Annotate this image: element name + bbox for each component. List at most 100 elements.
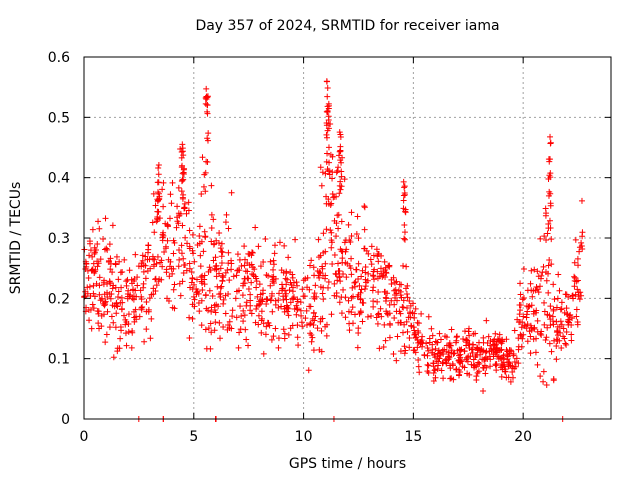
data-point bbox=[95, 308, 102, 315]
data-point bbox=[415, 356, 422, 363]
data-point bbox=[165, 297, 172, 304]
data-point bbox=[118, 306, 125, 313]
data-point bbox=[306, 286, 313, 293]
data-point bbox=[210, 216, 217, 223]
data-point bbox=[348, 255, 355, 262]
data-point bbox=[341, 176, 348, 183]
data-point bbox=[476, 346, 483, 353]
data-point bbox=[206, 264, 213, 271]
data-point bbox=[108, 313, 115, 320]
data-point bbox=[142, 262, 149, 269]
data-point bbox=[269, 308, 276, 315]
data-point bbox=[401, 321, 408, 328]
data-point bbox=[129, 328, 136, 335]
data-point bbox=[348, 233, 355, 240]
data-point bbox=[319, 315, 326, 322]
data-point bbox=[537, 373, 544, 380]
data-point bbox=[211, 327, 218, 334]
data-point bbox=[243, 302, 250, 309]
data-point bbox=[474, 347, 481, 354]
data-point bbox=[352, 278, 359, 285]
data-point bbox=[546, 312, 553, 319]
data-point bbox=[232, 295, 239, 302]
data-point bbox=[116, 345, 123, 352]
data-point bbox=[131, 318, 138, 325]
data-point bbox=[550, 281, 557, 288]
data-point bbox=[509, 369, 516, 376]
data-point bbox=[466, 332, 473, 339]
data-point bbox=[256, 302, 262, 309]
data-point bbox=[342, 259, 349, 266]
data-point bbox=[218, 240, 225, 247]
data-point bbox=[432, 366, 439, 373]
data-point bbox=[202, 188, 209, 195]
data-point bbox=[436, 349, 443, 356]
data-point bbox=[331, 252, 338, 259]
data-point bbox=[375, 289, 382, 296]
data-point-peak bbox=[154, 196, 161, 203]
data-point bbox=[310, 264, 317, 271]
data-point bbox=[579, 246, 586, 253]
data-point bbox=[243, 299, 250, 306]
data-point bbox=[563, 328, 570, 335]
data-point bbox=[97, 297, 104, 304]
data-point bbox=[99, 295, 106, 302]
data-point bbox=[515, 360, 522, 367]
data-point bbox=[100, 311, 107, 318]
data-point bbox=[365, 250, 372, 257]
data-point bbox=[201, 281, 208, 288]
data-point bbox=[228, 189, 235, 196]
data-point bbox=[96, 291, 103, 298]
data-point bbox=[328, 229, 335, 236]
data-point bbox=[382, 294, 389, 301]
data-point-peak bbox=[547, 190, 554, 197]
data-point bbox=[222, 269, 229, 276]
data-point bbox=[104, 289, 111, 296]
data-point bbox=[238, 312, 245, 319]
data-point bbox=[200, 248, 207, 255]
data-point bbox=[193, 276, 200, 283]
data-point bbox=[545, 270, 552, 277]
data-point bbox=[197, 263, 204, 270]
data-point bbox=[297, 299, 304, 306]
data-point bbox=[142, 253, 149, 260]
data-point bbox=[443, 348, 450, 355]
data-point bbox=[362, 269, 369, 276]
data-point bbox=[576, 296, 583, 303]
data-point-peak bbox=[179, 148, 186, 155]
data-point bbox=[198, 191, 205, 198]
grid-lines bbox=[84, 57, 611, 419]
data-point bbox=[137, 287, 144, 294]
data-point bbox=[382, 267, 389, 274]
data-point bbox=[382, 337, 389, 344]
data-point bbox=[153, 260, 160, 267]
data-point-peak bbox=[546, 217, 553, 224]
data-point bbox=[354, 213, 361, 220]
data-point bbox=[171, 305, 178, 312]
data-point bbox=[170, 265, 177, 272]
data-point bbox=[553, 304, 560, 311]
data-point bbox=[540, 378, 547, 385]
data-point bbox=[122, 330, 129, 337]
data-point bbox=[318, 182, 325, 189]
data-point bbox=[543, 277, 550, 284]
data-point bbox=[193, 289, 200, 296]
data-point bbox=[171, 239, 178, 246]
data-point bbox=[456, 368, 463, 375]
data-point bbox=[115, 276, 122, 283]
data-point bbox=[190, 250, 197, 257]
data-point bbox=[558, 344, 565, 351]
data-point bbox=[150, 190, 157, 197]
data-point bbox=[130, 278, 137, 285]
data-point bbox=[393, 357, 400, 364]
data-point bbox=[335, 260, 342, 267]
data-point bbox=[219, 249, 226, 256]
data-point bbox=[101, 299, 108, 306]
data-point bbox=[415, 363, 422, 370]
data-point bbox=[82, 288, 89, 295]
data-point bbox=[97, 256, 104, 263]
data-point bbox=[121, 256, 128, 263]
data-point bbox=[320, 296, 327, 303]
data-point bbox=[424, 345, 431, 352]
data-point bbox=[228, 325, 235, 332]
